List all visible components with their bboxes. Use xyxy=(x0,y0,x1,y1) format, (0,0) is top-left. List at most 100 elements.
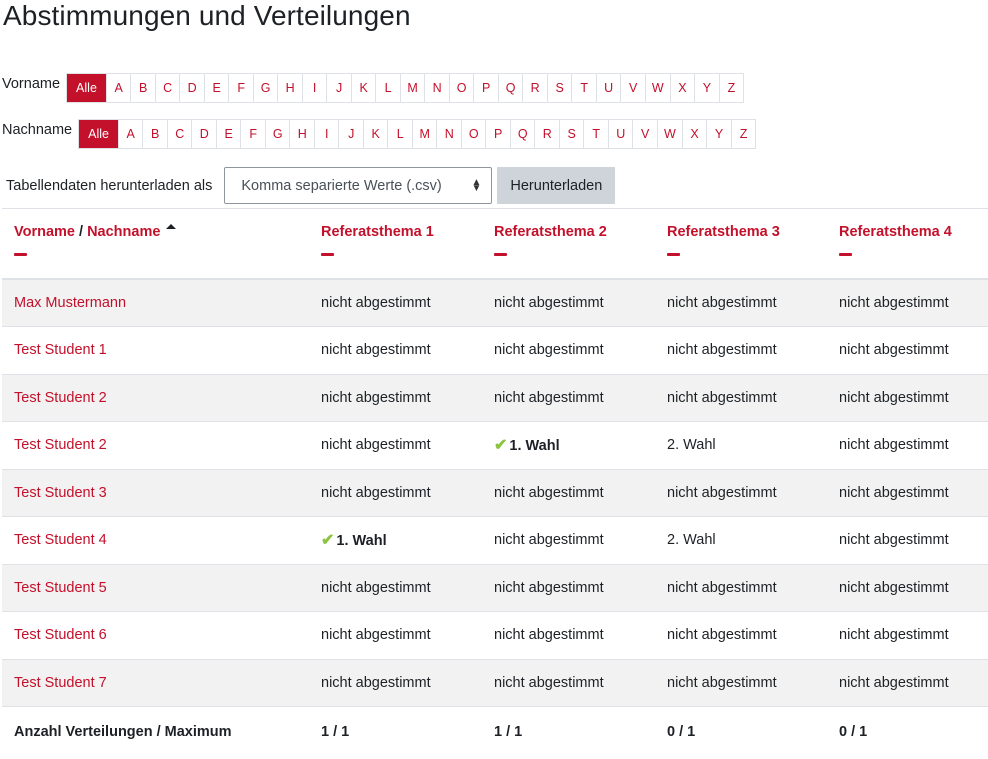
download-format-select[interactable]: Komma separierte Werte (.csv) ▲ ▼ xyxy=(224,167,493,204)
lastname-initial-a[interactable]: A xyxy=(117,120,143,148)
firstname-initial-v[interactable]: V xyxy=(620,74,645,102)
header-topic-1-label[interactable]: Referatsthema 1 xyxy=(321,224,434,240)
lastname-initial-v[interactable]: V xyxy=(632,120,657,148)
download-button[interactable]: Herunterladen xyxy=(497,167,616,204)
firstname-initial-e[interactable]: E xyxy=(203,74,229,102)
lastname-initial-u[interactable]: U xyxy=(607,120,633,148)
firstname-initial-b[interactable]: B xyxy=(130,74,155,102)
firstname-initial-d[interactable]: D xyxy=(179,74,204,102)
firstname-initial-r[interactable]: R xyxy=(522,74,547,102)
firstname-initial-j[interactable]: J xyxy=(326,74,351,102)
lastname-initial-z[interactable]: Z xyxy=(730,120,756,148)
rating-cell-topic-4: nicht abgestimmt xyxy=(827,421,988,469)
header-topic-3-label[interactable]: Referatsthema 3 xyxy=(667,224,780,240)
student-profile-link[interactable]: Max Mustermann xyxy=(14,295,127,311)
firstname-initial-n[interactable]: N xyxy=(424,74,449,102)
firstname-initial-m[interactable]: M xyxy=(399,74,425,102)
firstname-initial-u[interactable]: U xyxy=(595,74,621,102)
lastname-initial-j[interactable]: J xyxy=(338,120,363,148)
hide-column-topic-3-icon[interactable] xyxy=(667,253,680,256)
lastname-initial-y[interactable]: Y xyxy=(706,120,731,148)
lastname-initial-p[interactable]: P xyxy=(485,120,510,148)
rating-cell-topic-4: nicht abgestimmt xyxy=(827,563,988,612)
lastname-initial-b[interactable]: B xyxy=(142,120,167,148)
firstname-initial-y[interactable]: Y xyxy=(694,74,719,102)
student-profile-link[interactable]: Test Student 7 xyxy=(14,674,107,691)
rating-text: nicht abgestimmt xyxy=(321,389,431,406)
header-topic-2-label[interactable]: Referatsthema 2 xyxy=(494,224,607,240)
rating-text: nicht abgestimmt xyxy=(839,389,949,406)
lastname-initial-w[interactable]: W xyxy=(656,120,682,148)
firstname-initial-q[interactable]: Q xyxy=(497,74,523,102)
student-name-cell: Test Student 7 xyxy=(2,658,309,707)
firstname-initial-p[interactable]: P xyxy=(473,74,498,102)
firstname-initial-z[interactable]: Z xyxy=(718,74,744,102)
firstname-initial-s[interactable]: S xyxy=(546,74,572,102)
lastname-initial-l[interactable]: L xyxy=(387,120,412,148)
firstname-initial-t[interactable]: T xyxy=(571,74,596,102)
rating-text: nicht abgestimmt xyxy=(321,437,431,454)
rating-cell-topic-2: nicht abgestimmt xyxy=(482,516,655,564)
header-topic-4-label[interactable]: Referatsthema 4 xyxy=(839,224,952,240)
lastname-initial-e[interactable]: E xyxy=(215,120,241,148)
sort-by-lastname-link[interactable]: Nachname xyxy=(87,224,161,240)
student-name-cell: Test Student 2 xyxy=(2,373,309,422)
hide-column-name-icon[interactable] xyxy=(14,253,27,256)
rating-cell-topic-4: nicht abgestimmt xyxy=(827,326,988,374)
firstname-initial-all[interactable]: Alle xyxy=(67,74,106,102)
firstname-initial-g[interactable]: G xyxy=(252,74,278,102)
lastname-initial-n[interactable]: N xyxy=(436,120,461,148)
lastname-initial-f[interactable]: F xyxy=(240,120,265,148)
rating-text: nicht abgestimmt xyxy=(494,579,604,596)
rating-cell-topic-2: ✔ 1. Wahl xyxy=(482,421,655,469)
lastname-initial-r[interactable]: R xyxy=(534,120,559,148)
lastname-initial-s[interactable]: S xyxy=(558,120,584,148)
lastname-initial-q[interactable]: Q xyxy=(509,120,535,148)
lastname-initial-k[interactable]: K xyxy=(362,120,388,148)
lastname-initial-t[interactable]: T xyxy=(583,120,608,148)
lastname-initial-i[interactable]: I xyxy=(313,120,339,148)
lastname-initial-o[interactable]: O xyxy=(460,120,486,148)
firstname-initial-l[interactable]: L xyxy=(375,74,400,102)
rating-text: nicht abgestimmt xyxy=(839,674,949,691)
student-profile-link[interactable]: Test Student 2 xyxy=(14,437,107,454)
sort-by-firstname-link[interactable]: Vorname xyxy=(14,224,75,240)
firstname-initial-f[interactable]: F xyxy=(228,74,253,102)
page-title: Abstimmungen und Verteilungen xyxy=(3,0,411,31)
hide-column-topic-2-icon[interactable] xyxy=(494,253,507,256)
lastname-initial-h[interactable]: H xyxy=(289,120,314,148)
table-row: Test Student 2 nicht abgestimmt ✔ 1. Wahl 2.… xyxy=(2,421,988,469)
firstname-initial-a[interactable]: A xyxy=(105,74,131,102)
sort-ascending-icon xyxy=(166,224,177,229)
student-profile-link[interactable]: Test Student 4 xyxy=(14,532,107,549)
student-profile-link[interactable]: Test Student 3 xyxy=(14,484,107,501)
student-profile-link[interactable]: Test Student 2 xyxy=(14,389,107,406)
firstname-initial-h[interactable]: H xyxy=(277,74,302,102)
rating-text: nicht abgestimmt xyxy=(494,627,604,644)
lastname-initial-x[interactable]: X xyxy=(681,120,707,148)
lastname-initial-m[interactable]: M xyxy=(411,120,437,148)
lastname-initial-d[interactable]: D xyxy=(191,120,216,148)
firstname-initial-i[interactable]: I xyxy=(301,74,327,102)
allocated-check-icon: ✔ xyxy=(321,532,335,550)
firstname-initial-x[interactable]: X xyxy=(669,74,695,102)
firstname-initial-c[interactable]: C xyxy=(154,74,180,102)
rating-cell-topic-4: nicht abgestimmt xyxy=(827,468,988,517)
student-profile-link[interactable]: Test Student 5 xyxy=(14,579,107,596)
student-profile-link[interactable]: Test Student 1 xyxy=(14,342,107,359)
hide-column-topic-1-icon[interactable] xyxy=(321,253,334,256)
firstname-initial-k[interactable]: K xyxy=(350,74,376,102)
firstname-initial-w[interactable]: W xyxy=(644,74,670,102)
allocation-table: Vorname / Nachname Referatsthema 1 Refer… xyxy=(2,209,988,757)
lastname-initial-all[interactable]: Alle xyxy=(79,120,118,148)
lastname-initial-g[interactable]: G xyxy=(264,120,290,148)
lastname-initials-bar: Nachname Alle A B C D E F G H I J K L M N O P Q R S T U V W X Y Z xyxy=(2,119,757,149)
rating-text: nicht abgestimmt xyxy=(839,484,949,501)
rating-cell-topic-2: nicht abgestimmt xyxy=(482,373,655,422)
student-profile-link[interactable]: Test Student 6 xyxy=(14,627,107,644)
hide-column-topic-4-icon[interactable] xyxy=(839,253,852,256)
header-topic-4: Referatsthema 4 xyxy=(827,209,988,280)
firstname-initials-bar: Vorname Alle A B C D E F G H I J K L M N O P Q R S T U V W X Y Z xyxy=(2,73,745,103)
lastname-initial-c[interactable]: C xyxy=(166,120,192,148)
firstname-initial-o[interactable]: O xyxy=(448,74,474,102)
